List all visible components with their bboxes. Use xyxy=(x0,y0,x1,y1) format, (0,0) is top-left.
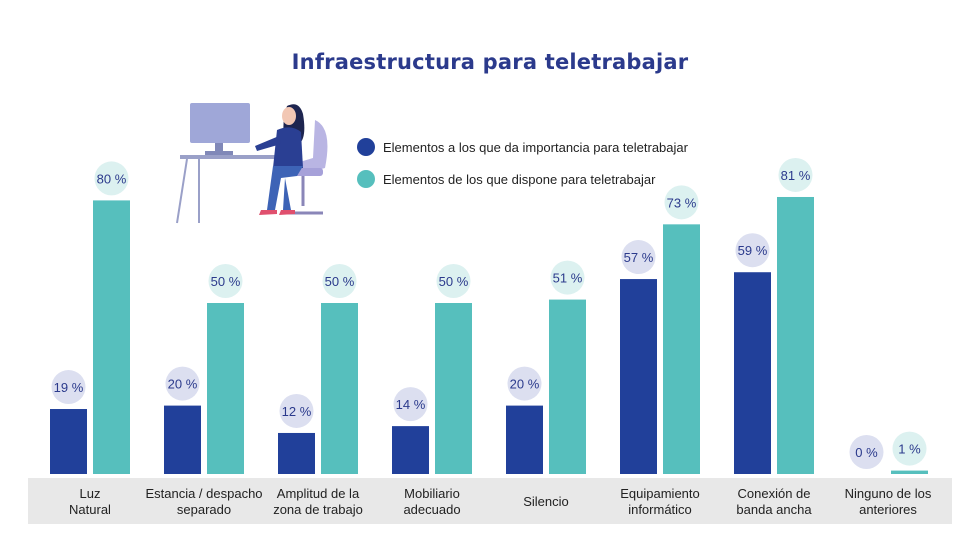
value-label-importance-3: 14 % xyxy=(396,397,426,412)
bar-importance-4 xyxy=(506,405,543,474)
value-label-available-2: 50 % xyxy=(325,274,355,289)
bar-available-7 xyxy=(891,470,928,474)
teleworker-illustration xyxy=(176,103,328,224)
value-label-available-6: 81 % xyxy=(781,168,811,183)
value-bubble-available-5 xyxy=(664,185,699,220)
value-bubble-importance-7 xyxy=(849,435,884,469)
torso xyxy=(273,127,303,168)
value-label-importance-0: 19 % xyxy=(54,380,84,395)
value-label-importance-2: 12 % xyxy=(282,404,312,419)
value-label-available-5: 73 % xyxy=(667,195,697,210)
category-strip xyxy=(28,478,952,524)
monitor-stand xyxy=(215,143,223,152)
bar-available-4 xyxy=(549,299,586,474)
value-bubble-importance-2 xyxy=(279,393,314,428)
category-label-1: Estancia / despacho separado xyxy=(145,486,263,517)
value-label-importance-6: 59 % xyxy=(738,243,768,258)
bar-importance-1 xyxy=(164,405,201,474)
category-label-7: Ninguno de los anteriores xyxy=(844,486,932,517)
legend-item-importance: Elementos a los que da importancia para … xyxy=(357,136,688,158)
value-label-importance-1: 20 % xyxy=(168,377,198,392)
bar-available-2 xyxy=(321,303,358,474)
bar-available-6 xyxy=(777,196,814,475)
category-label-0: Luz Natural xyxy=(69,486,111,517)
value-label-available-0: 80 % xyxy=(97,171,127,186)
arm xyxy=(255,136,281,151)
legend: Elementos a los que da importancia para … xyxy=(357,136,688,200)
value-bubble-importance-3 xyxy=(393,387,428,422)
legend-swatch-available xyxy=(357,170,375,188)
bar-available-5 xyxy=(663,224,700,474)
value-label-available-3: 50 % xyxy=(439,274,469,289)
legend-label-importance: Elementos a los que da importancia para … xyxy=(383,139,688,155)
category-label-6: Conexión de banda ancha xyxy=(736,486,812,517)
chart-title: Infraestructura para teletrabajar xyxy=(291,50,689,74)
shoe-front xyxy=(259,210,277,215)
value-label-available-1: 50 % xyxy=(211,274,241,289)
value-label-available-7: 1 % xyxy=(898,442,921,457)
value-label-importance-7: 0 % xyxy=(855,445,878,460)
value-label-importance-4: 20 % xyxy=(510,377,540,392)
value-label-importance-5: 57 % xyxy=(624,250,654,265)
bar-importance-2 xyxy=(278,432,315,474)
value-bubble-importance-4 xyxy=(507,366,542,401)
value-label-available-4: 51 % xyxy=(553,271,583,286)
value-bubble-available-4 xyxy=(550,260,585,295)
bar-importance-5 xyxy=(620,279,657,474)
legend-swatch-importance xyxy=(357,138,375,156)
value-bubble-available-0 xyxy=(94,161,129,196)
value-bubble-available-7 xyxy=(892,431,927,466)
bar-available-3 xyxy=(435,303,472,474)
desk-leg-left xyxy=(176,158,188,224)
legend-item-available: Elementos de los que dispone para teletr… xyxy=(357,168,688,190)
monitor-icon xyxy=(190,103,250,143)
legs xyxy=(267,166,303,210)
category-label-3: Mobiliario adecuado xyxy=(403,486,461,517)
value-bubble-available-3 xyxy=(436,264,471,298)
bar-importance-3 xyxy=(392,426,429,474)
value-bubble-available-6 xyxy=(778,157,813,192)
monitor-base xyxy=(205,151,233,155)
value-bubble-importance-6 xyxy=(735,233,770,268)
value-bubble-importance-5 xyxy=(621,240,656,275)
legend-label-available: Elementos de los que dispone para teletr… xyxy=(383,171,656,187)
bar-available-0 xyxy=(93,200,130,474)
bar-available-1 xyxy=(207,303,244,474)
desk-top xyxy=(180,155,290,159)
bar-importance-6 xyxy=(734,272,771,474)
shoe-back xyxy=(279,210,295,215)
leg-back xyxy=(283,178,291,210)
value-bubble-importance-1 xyxy=(165,366,200,401)
bar-importance-0 xyxy=(50,409,87,474)
category-label-4: Silencio xyxy=(523,494,569,509)
category-label-5: Equipamiento informático xyxy=(620,486,700,517)
value-bubble-available-1 xyxy=(208,264,243,298)
category-label-2: Amplitud de la zona de trabajo xyxy=(273,486,363,517)
face xyxy=(282,107,296,125)
value-bubble-importance-0 xyxy=(51,370,86,405)
value-bubble-available-2 xyxy=(322,264,357,298)
